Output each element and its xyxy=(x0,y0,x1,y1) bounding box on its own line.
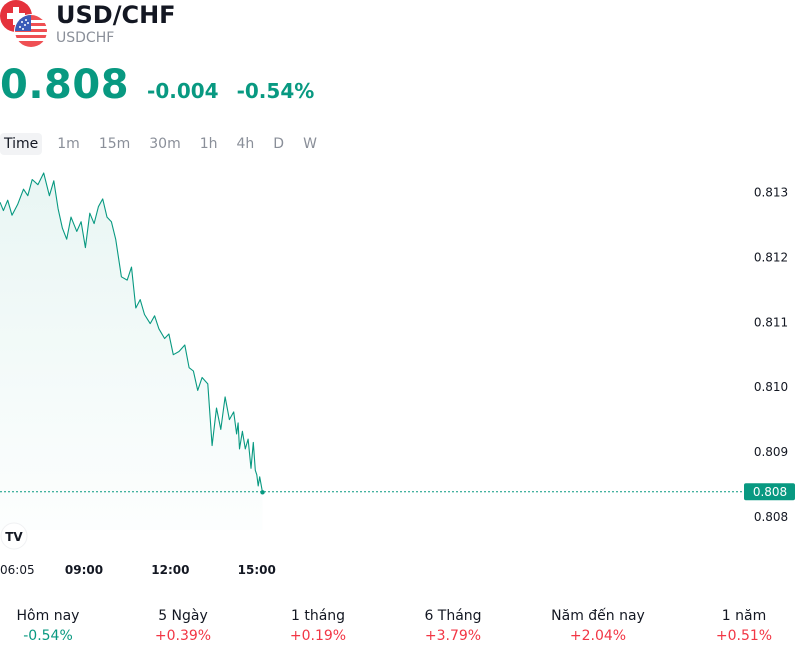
tab-15m[interactable]: 15m xyxy=(98,136,131,152)
tab-4h[interactable]: 4h xyxy=(236,136,255,152)
perf-value: +0.19% xyxy=(289,628,347,644)
symbol-ticker: USDCHF xyxy=(56,30,115,46)
last-price-dot xyxy=(260,490,265,495)
symbol-header: USD/CHF USDCHF xyxy=(0,0,800,60)
price-chart[interactable]: 0.808 0.813 0.812 0.811 0.810 0.809 0.808 06:… xyxy=(0,160,800,590)
perf-value: +0.51% xyxy=(715,628,773,644)
last-price-label-text: 0.808 xyxy=(753,485,787,499)
perf-value: +3.79% xyxy=(424,628,482,644)
quote-row: 0.808 -0.004 -0.54% xyxy=(0,62,314,112)
y-tick-label: 0.810 xyxy=(754,380,788,394)
perf-item-5d[interactable]: 5 Ngày +0.39% xyxy=(123,606,243,646)
x-tick-label: 09:00 xyxy=(65,563,103,577)
tab-d[interactable]: D xyxy=(273,136,285,152)
perf-item-1y[interactable]: 1 năm +0.51% xyxy=(684,606,800,646)
y-tick-label: 0.809 xyxy=(754,445,788,459)
tab-1h[interactable]: 1h xyxy=(199,136,218,152)
performance-bar: Hôm nay -0.54% 5 Ngày +0.39% 1 tháng +0.… xyxy=(0,606,800,650)
x-tick-label: 15:00 xyxy=(238,563,276,577)
y-tick-label: 0.808 xyxy=(754,510,788,524)
perf-value: +0.39% xyxy=(154,628,212,644)
currency-flags xyxy=(0,0,48,48)
y-axis: 0.813 0.812 0.811 0.810 0.809 0.808 xyxy=(754,185,788,524)
timeframe-tabs: Time 1m 15m 30m 1h 4h D W xyxy=(0,132,332,156)
perf-label: 1 tháng xyxy=(290,608,346,624)
perf-value: +2.04% xyxy=(569,628,627,644)
perf-label: 1 năm xyxy=(721,608,767,624)
svg-text:TV: TV xyxy=(5,530,23,544)
x-tick-label: 06:05 xyxy=(0,563,35,577)
tab-30m[interactable]: 30m xyxy=(149,136,181,152)
x-tick-label: 12:00 xyxy=(151,563,189,577)
perf-item-today[interactable]: Hôm nay -0.54% xyxy=(0,606,108,646)
y-tick-label: 0.811 xyxy=(754,315,788,329)
tradingview-logo[interactable]: TV xyxy=(0,522,28,550)
symbol-title: USD/CHF xyxy=(56,1,176,29)
perf-value: -0.54% xyxy=(23,628,73,644)
y-tick-label: 0.812 xyxy=(754,250,788,264)
us-flag-icon xyxy=(14,14,48,48)
perf-item-6m[interactable]: 6 Tháng +3.79% xyxy=(393,606,513,646)
tab-time[interactable]: Time xyxy=(0,133,43,155)
price-change: -0.004 xyxy=(147,79,219,103)
perf-item-1m[interactable]: 1 tháng +0.19% xyxy=(258,606,378,646)
y-tick-label: 0.813 xyxy=(754,185,788,199)
tab-1m[interactable]: 1m xyxy=(57,136,80,152)
perf-label: 6 Tháng xyxy=(424,608,482,624)
price-change-percent: -0.54% xyxy=(236,79,315,103)
x-axis: 06:05 09:00 12:00 15:00 xyxy=(0,563,276,577)
price-line xyxy=(0,172,264,493)
perf-label: Năm đến nay xyxy=(551,608,645,624)
last-price: 0.808 xyxy=(0,62,130,108)
perf-label: 5 Ngày xyxy=(158,608,208,624)
price-area xyxy=(0,173,263,530)
perf-item-ytd[interactable]: Năm đến nay +2.04% xyxy=(538,606,658,646)
last-price-label: 0.808 xyxy=(744,483,795,501)
tab-w[interactable]: W xyxy=(303,136,317,152)
perf-label: Hôm nay xyxy=(16,608,80,624)
